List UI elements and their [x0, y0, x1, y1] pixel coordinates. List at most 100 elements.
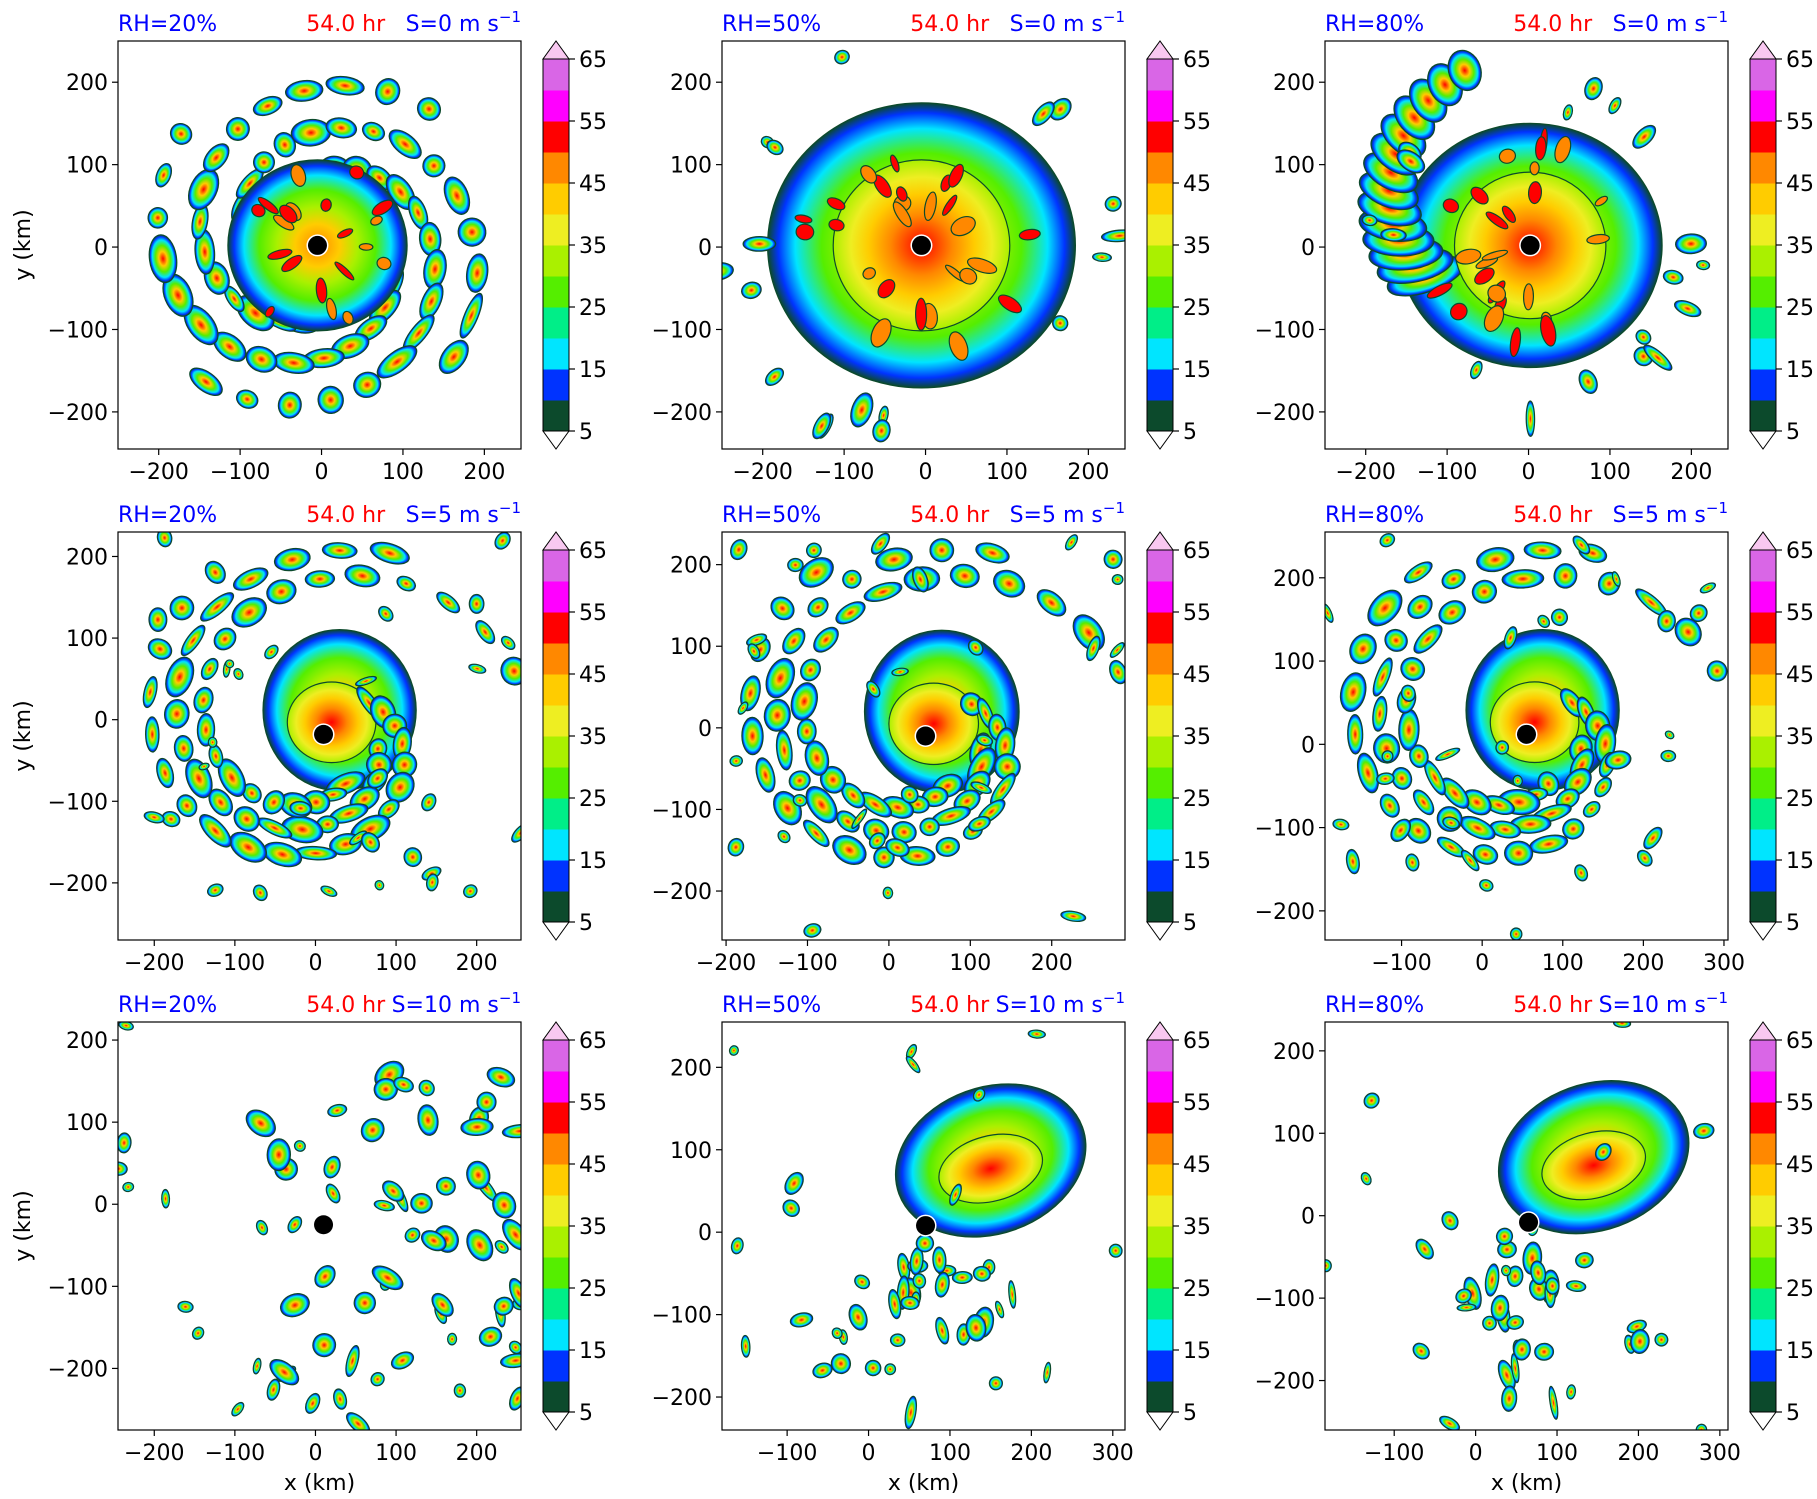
colorbar-bin	[543, 369, 569, 401]
echo-cell	[782, 627, 806, 655]
axes-frame	[721, 40, 1126, 450]
echo-cell	[156, 757, 175, 789]
x-axis-label: x (km)	[284, 1471, 355, 1496]
echo-cell	[417, 1104, 439, 1136]
echo-cell	[374, 879, 385, 891]
panel-2: −200 −100 0 100 200 −200 −100 0 100 200 RH=50% 54.0…	[652, 8, 1211, 485]
colorbar: 5 15 25 35 45 55 65	[1749, 40, 1814, 450]
x-tick-label: 0	[1469, 1441, 1483, 1466]
x-tick-label: −200	[732, 460, 792, 485]
colorbar-bin	[1147, 1350, 1173, 1382]
colorbar-bin	[1750, 214, 1776, 246]
echo-cell	[740, 1334, 751, 1358]
shear-label: S=0 m s−1	[1613, 8, 1728, 37]
echo-cell	[770, 596, 795, 621]
colorbar-tick-label: 15	[1786, 849, 1814, 874]
colorbar-bin	[543, 705, 569, 737]
echo-cell	[354, 675, 378, 687]
colorbar-tick-label: 55	[579, 1091, 607, 1116]
echo-cell	[1535, 136, 1547, 161]
echo-cell	[1103, 549, 1123, 569]
echo-cell	[828, 218, 845, 232]
shear-label: S=10 m s−1	[392, 989, 521, 1018]
echo-cell	[1487, 284, 1507, 303]
reflectivity-field	[1325, 41, 1728, 449]
echo-cell	[264, 644, 279, 660]
echo-cell	[866, 680, 881, 698]
y-tick-label: 200	[66, 545, 108, 570]
echo-cell	[353, 371, 382, 398]
echo-cell	[333, 1388, 348, 1410]
colorbar-tick-label: 45	[1183, 1153, 1211, 1178]
echo-cell	[790, 682, 818, 721]
echo-cell	[891, 667, 909, 677]
y-tick-label: 200	[670, 1056, 712, 1081]
colorbar-bin	[1147, 1071, 1173, 1103]
rh-label: RH=20%	[118, 12, 217, 37]
colorbar-bin	[1147, 1195, 1173, 1227]
echo-cell	[1108, 1243, 1123, 1258]
echo-cell	[1530, 1260, 1547, 1286]
echo-cell	[443, 176, 471, 215]
y-tick-label: 0	[698, 1221, 712, 1246]
echo-cell	[942, 194, 958, 216]
colorbar-bin	[543, 1350, 569, 1382]
storm-center-marker	[916, 1216, 936, 1236]
colorbar-bin	[1147, 152, 1173, 184]
echo-cell	[224, 659, 235, 669]
x-tick-label: −100	[1371, 951, 1431, 976]
y-tick-label: −200	[1255, 1370, 1315, 1395]
echo-cell	[1439, 1415, 1461, 1430]
echo-cell	[1548, 1385, 1559, 1420]
shear-label: S=0 m s−1	[1010, 8, 1125, 37]
echo-cell	[997, 294, 1023, 314]
y-tick-label: 0	[698, 236, 712, 261]
echo-cell	[1509, 327, 1522, 358]
echo-cell	[965, 1313, 987, 1342]
rh-label: RH=20%	[118, 993, 217, 1018]
echo-cell	[1360, 1172, 1372, 1186]
y-tick-label: −100	[48, 318, 108, 343]
time-label: 54.0 hr	[1513, 12, 1593, 37]
echo-cell	[1470, 186, 1489, 205]
y-tick-label: −200	[48, 1357, 108, 1382]
panel-7: −200 −100 0 100 200 −200 −100 0 100 200 y (km) x (k…	[11, 989, 607, 1496]
colorbar-bin	[1147, 183, 1173, 215]
echo-cell	[1654, 1332, 1669, 1347]
time-label: 54.0 hr	[1513, 503, 1593, 528]
colorbar-tick-label: 45	[1786, 172, 1814, 197]
echo-cell	[993, 569, 1026, 598]
echo-cell	[1512, 774, 1523, 787]
colorbar-bin	[1750, 860, 1776, 892]
echo-cell	[325, 75, 365, 96]
axes-frame	[1324, 531, 1729, 941]
colorbar-tick-label: 5	[579, 1401, 593, 1426]
echo-cell	[848, 1303, 868, 1331]
echo-cell	[1476, 547, 1515, 573]
colorbar-bin	[543, 1071, 569, 1103]
echo-cell	[951, 1270, 973, 1285]
echo-cell	[465, 253, 489, 293]
echo-cell	[1405, 853, 1420, 872]
echo-cell	[148, 607, 168, 632]
colorbar-tick-label: 45	[1786, 663, 1814, 688]
echo-cell	[231, 1401, 245, 1417]
axes-frame	[1324, 1021, 1729, 1431]
colorbar-tick-label: 35	[579, 1215, 607, 1240]
echo-cell	[1474, 267, 1495, 285]
y-tick-label: 100	[1273, 1122, 1315, 1147]
colorbar-bin	[1750, 581, 1776, 613]
colorbar-extend-min	[1146, 921, 1174, 941]
echo-cell	[860, 165, 878, 184]
echo-cell	[1693, 1122, 1715, 1139]
echo-cell	[1662, 269, 1684, 285]
colorbar: 5 15 25 35 45 55 65	[1749, 1021, 1814, 1431]
echo-cell	[1534, 1342, 1555, 1361]
echo-cell	[155, 162, 173, 188]
echo-cell	[501, 1123, 521, 1139]
x-tick-label: 0	[1522, 460, 1536, 485]
echo-cell	[1379, 533, 1396, 548]
colorbar-bin	[1750, 705, 1776, 737]
colorbar-bin	[543, 1381, 569, 1413]
